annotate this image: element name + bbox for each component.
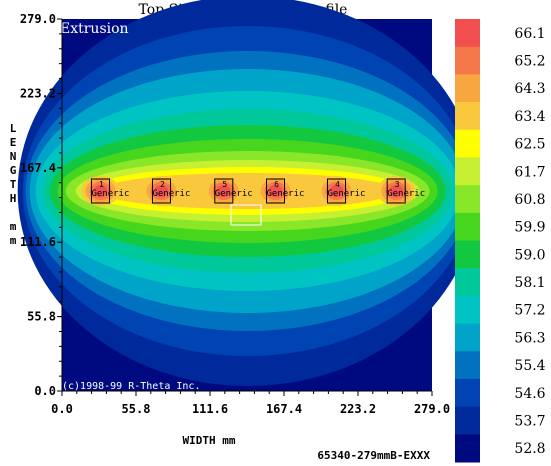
y-label-char: T bbox=[10, 178, 17, 191]
colorbar-label: 57.2 bbox=[514, 303, 545, 319]
hotspot bbox=[154, 185, 169, 197]
y-tick-label: 55.8 bbox=[27, 310, 56, 324]
colorbar-label: 56.3 bbox=[514, 330, 545, 346]
colorbar-swatch bbox=[455, 102, 480, 131]
colorbar-swatch bbox=[455, 185, 480, 214]
colorbar-label: 63.4 bbox=[514, 109, 545, 125]
colorbar-swatch bbox=[455, 434, 480, 463]
colorbar-swatch bbox=[455, 351, 480, 380]
colorbar-swatch bbox=[455, 129, 480, 158]
colorbar-label: 62.5 bbox=[514, 137, 545, 153]
colorbar-swatch bbox=[455, 19, 480, 48]
colorbar-label: 55.4 bbox=[514, 358, 545, 374]
y-label-char: E bbox=[10, 136, 17, 149]
colorbar-label: 59.9 bbox=[514, 220, 545, 236]
part-number: 65340-279mmB-EXXX bbox=[317, 449, 430, 462]
device-number: 5 bbox=[222, 180, 227, 189]
selection-outline bbox=[230, 204, 262, 226]
axes: 0.0 55.8 111.6 167.4 223.2 279.0 0.0 55.8 111.6 1… bbox=[20, 12, 450, 416]
device-label: Generic bbox=[387, 189, 425, 199]
device-label: Generic bbox=[152, 189, 190, 199]
y-label-char: L bbox=[10, 122, 17, 135]
copyright-text: (c)1998-99 R-Theta Inc. bbox=[62, 381, 200, 392]
device-outline bbox=[386, 178, 406, 204]
x-tick-label: 279.0 bbox=[414, 402, 450, 416]
y-tick-label: 0.0 bbox=[34, 384, 56, 398]
x-tick-label: 167.4 bbox=[266, 402, 302, 416]
colorbar-swatch bbox=[455, 240, 480, 269]
device-label: Generic bbox=[328, 189, 366, 199]
device-label: Generic bbox=[215, 189, 253, 199]
colorbar: 66.1 65.2 64.3 63.4 62.5 61.7 60.8 59.9 59.0 58.1… bbox=[455, 19, 546, 463]
device-label: Generic bbox=[91, 189, 129, 199]
x-tick-label: 223.2 bbox=[340, 402, 376, 416]
colorbar-label: 54.6 bbox=[514, 386, 545, 402]
hotspot bbox=[389, 185, 404, 197]
device-label: Generic bbox=[267, 189, 305, 199]
colorbar-label: 58.1 bbox=[514, 275, 545, 291]
colorbar-swatch bbox=[455, 323, 480, 352]
device-outline bbox=[214, 178, 234, 204]
colorbar-label: 60.8 bbox=[514, 192, 545, 208]
colorbar-label: 66.1 bbox=[514, 26, 545, 42]
colorbar-label: 52.8 bbox=[514, 441, 545, 457]
y-tick-label: 279.0 bbox=[20, 12, 56, 26]
device-number: 3 bbox=[395, 180, 400, 189]
device-outline bbox=[90, 178, 110, 204]
y-label-char: H bbox=[10, 192, 17, 205]
device-outline bbox=[266, 178, 286, 204]
colorbar-label: 61.7 bbox=[514, 164, 545, 180]
y-label-char: G bbox=[10, 164, 17, 177]
colorbar-swatch bbox=[455, 212, 480, 241]
colorbar-swatch bbox=[455, 406, 480, 435]
device-number: 1 bbox=[99, 180, 104, 189]
x-tick-label: 0.0 bbox=[51, 402, 73, 416]
inner-label: Extrusion bbox=[60, 21, 129, 37]
colorbar-label: 53.7 bbox=[514, 413, 545, 429]
y-label-char: m bbox=[10, 234, 17, 247]
device-outline bbox=[151, 178, 171, 204]
y-tick-label: 167.4 bbox=[20, 161, 56, 175]
device-number: 2 bbox=[160, 180, 165, 189]
device-number: 4 bbox=[335, 180, 340, 189]
x-axis-label: WIDTH mm bbox=[183, 434, 236, 447]
device-markers: 1Generic2Generic5Generic6Generic4Generic… bbox=[81, 176, 425, 206]
device-number: 6 bbox=[274, 180, 279, 189]
x-tick-label: 111.6 bbox=[192, 402, 228, 416]
x-tick-label: 55.8 bbox=[122, 402, 151, 416]
colorbar-swatch bbox=[455, 157, 480, 186]
hotspot bbox=[268, 185, 283, 197]
colorbar-swatch bbox=[455, 378, 480, 408]
colorbar-swatch bbox=[455, 268, 480, 297]
colorbar-swatch bbox=[455, 74, 480, 103]
hotspot bbox=[329, 185, 344, 197]
plot-area: 1Generic2Generic5Generic6Generic4Generic… bbox=[17, 0, 478, 392]
colorbar-swatch bbox=[455, 46, 480, 75]
device-outline bbox=[327, 178, 347, 204]
hotspot bbox=[216, 185, 231, 197]
colorbar-label: 59.0 bbox=[514, 247, 545, 263]
y-tick-label: 111.6 bbox=[20, 235, 56, 249]
colorbar-swatch bbox=[455, 295, 480, 325]
y-label-char: m bbox=[10, 220, 17, 233]
hotspot bbox=[93, 185, 108, 197]
colorbar-label: 64.3 bbox=[514, 81, 545, 97]
y-label-char: N bbox=[10, 150, 17, 163]
y-tick-label: 223.2 bbox=[20, 86, 56, 100]
colorbar-label: 65.2 bbox=[514, 54, 545, 70]
